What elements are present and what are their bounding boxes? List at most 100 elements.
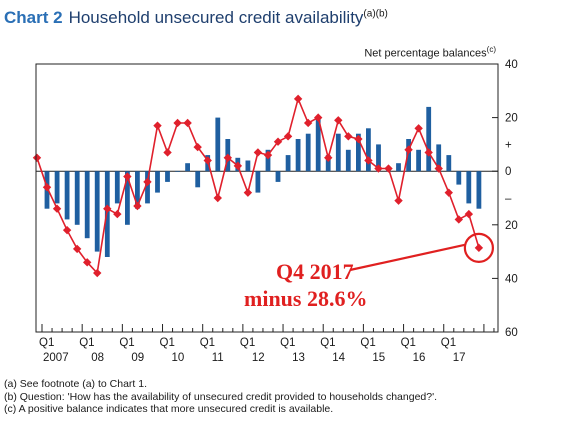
line-point — [434, 164, 443, 173]
y-tick-label: 0 — [505, 166, 511, 178]
line-point — [313, 113, 323, 122]
line-point — [193, 142, 202, 152]
line-point — [424, 148, 433, 157]
line-point — [143, 177, 152, 187]
annotation-line-1: Q4 2017 — [276, 259, 354, 284]
bar — [325, 155, 331, 172]
bar — [305, 133, 311, 172]
chart-title: Chart 2 Household unsecured credit availa… — [4, 8, 388, 28]
x-year-label: 2007 — [43, 352, 69, 364]
bar — [466, 171, 472, 204]
chart-axes: 40 20 +0 – 20 40 60 Q1 2007 Q1 08 Q1 09 Q1 10 Q1 11 Q1 12 Q… — [35, 59, 518, 364]
bar — [456, 171, 462, 185]
line-point — [62, 225, 72, 235]
bar — [195, 171, 201, 188]
bar — [165, 171, 170, 182]
bar — [145, 171, 150, 204]
bar — [406, 139, 411, 172]
x-year-label: 08 — [91, 352, 104, 364]
line-point — [354, 134, 363, 144]
bar — [175, 171, 180, 172]
x-year-label: 17 — [453, 352, 466, 364]
line-point — [394, 196, 403, 205]
line-point — [213, 193, 222, 203]
line-point — [474, 243, 484, 253]
y-tick-label: 20 — [505, 113, 518, 125]
line-point — [123, 172, 132, 181]
line-point — [42, 183, 52, 192]
x-year-label: 13 — [292, 352, 305, 364]
line-point — [223, 153, 233, 162]
title-footnote-marks: (a)(b) — [363, 8, 388, 20]
bar — [135, 171, 140, 209]
bar — [436, 144, 442, 172]
bar — [255, 171, 261, 193]
line-point — [283, 132, 293, 141]
bar — [335, 133, 341, 172]
y-tick-label: + — [505, 139, 512, 151]
bar — [446, 155, 452, 172]
bar — [416, 149, 421, 172]
bar — [245, 160, 251, 172]
annotation-pointer — [349, 243, 466, 272]
unit-label-text: Net percentage balances — [364, 47, 487, 60]
line-point — [384, 164, 393, 173]
chart-title-text: Household unsecured credit availability — [68, 8, 364, 27]
line-point — [344, 132, 353, 141]
line-point — [464, 209, 474, 219]
footnotes: (a) See footnote (a) to Chart 1. (b) Que… — [4, 378, 437, 416]
x-year-label: 11 — [212, 352, 224, 364]
x-quarter-label: Q1 — [79, 337, 94, 349]
x-year-label: 14 — [332, 352, 345, 364]
line-point — [404, 145, 413, 154]
x-year-label: 09 — [131, 352, 144, 364]
bar — [356, 133, 361, 172]
y-tick-label: 20 — [505, 220, 518, 232]
x-quarter-label: Q1 — [39, 337, 54, 349]
line-point — [233, 161, 243, 171]
line-point — [173, 118, 182, 128]
bar — [345, 149, 351, 172]
plot-frame — [35, 63, 499, 333]
bar — [366, 128, 371, 172]
x-year-label: 15 — [372, 352, 385, 364]
bar — [74, 171, 80, 225]
x-quarter-label: Q1 — [320, 337, 335, 349]
line-point — [93, 268, 102, 278]
y-tick-label: 40 — [505, 273, 518, 285]
line-point — [72, 244, 82, 254]
bar — [265, 149, 271, 172]
bar — [476, 171, 482, 209]
bar — [185, 163, 190, 172]
line-point — [52, 204, 62, 213]
bar — [114, 171, 120, 204]
line-point — [253, 148, 263, 157]
bar — [84, 171, 90, 239]
line-point — [103, 204, 112, 213]
y-tick-label: – — [505, 193, 512, 205]
y-tick-label: 40 — [505, 59, 518, 71]
x-year-label: 12 — [252, 352, 265, 364]
line-point — [454, 215, 464, 224]
line-point — [153, 121, 162, 130]
bar — [285, 155, 291, 172]
line-point — [183, 118, 192, 128]
footnote-a: (a) See footnote (a) to Chart 1. — [4, 378, 147, 390]
line-point — [444, 188, 453, 197]
bar — [54, 171, 60, 204]
x-year-label: 16 — [413, 352, 426, 364]
bar — [64, 171, 70, 220]
x-quarter-label: Q1 — [200, 337, 215, 349]
line-point — [163, 148, 172, 157]
unit-footnote-mark: (c) — [486, 45, 496, 54]
chart-number: Chart 2 — [4, 8, 63, 27]
line-point — [273, 137, 283, 146]
bar — [315, 117, 321, 172]
bar — [396, 163, 401, 172]
x-quarter-label: Q1 — [119, 337, 134, 349]
line-point — [113, 209, 122, 219]
highlight-circle — [463, 232, 494, 263]
bar — [295, 139, 301, 172]
bar — [104, 171, 110, 257]
